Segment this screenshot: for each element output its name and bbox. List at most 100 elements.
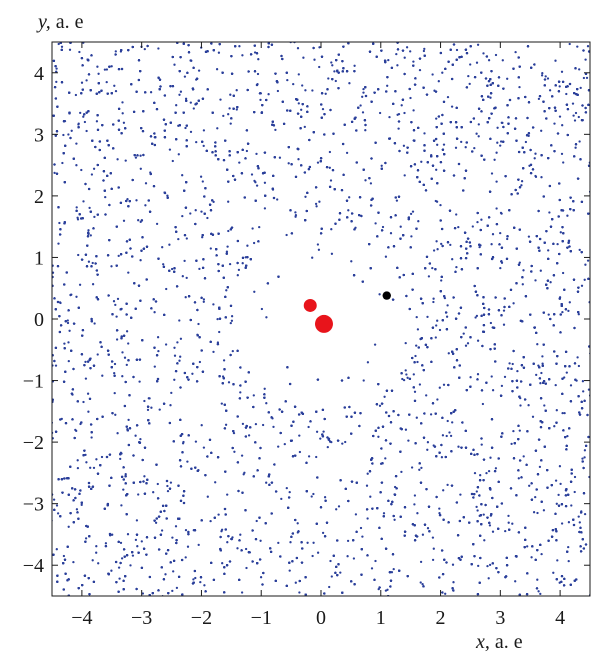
particle [489, 456, 492, 459]
particle [277, 445, 280, 448]
particle [348, 196, 351, 199]
particle [95, 545, 98, 548]
particle [432, 547, 435, 550]
particle [189, 101, 192, 104]
particle [539, 269, 542, 272]
particle [73, 598, 75, 600]
particle [480, 597, 482, 599]
particle [415, 315, 418, 319]
particle [315, 455, 318, 459]
particle [488, 563, 492, 567]
particle [577, 115, 580, 119]
particle [314, 202, 318, 206]
particle [420, 597, 422, 599]
particle [198, 360, 202, 364]
particle [435, 240, 438, 243]
particle [415, 416, 418, 419]
particle [115, 315, 118, 318]
particle [585, 76, 589, 80]
particle [520, 180, 524, 183]
particle [235, 89, 238, 92]
particle [326, 445, 329, 449]
particle [499, 144, 502, 147]
particle [501, 121, 504, 125]
particle [432, 300, 435, 304]
particle [261, 423, 265, 427]
particle [477, 564, 480, 568]
particle [274, 128, 277, 132]
particle [583, 597, 585, 599]
particle [253, 290, 256, 293]
particle [251, 227, 254, 230]
particle [57, 42, 60, 46]
particle [118, 577, 121, 580]
particle [217, 51, 221, 54]
particle [201, 236, 204, 239]
particle [48, 585, 50, 587]
particle [156, 336, 160, 339]
particle [113, 391, 116, 395]
particle [487, 59, 491, 62]
particle [366, 517, 369, 520]
particle [76, 466, 80, 470]
particle [61, 161, 64, 165]
particle [353, 64, 356, 67]
particle [501, 59, 504, 62]
particle [298, 434, 301, 437]
particle [359, 104, 362, 107]
particle [88, 206, 91, 210]
particle [554, 383, 557, 387]
particle [219, 98, 222, 101]
particle [560, 70, 564, 73]
particle [354, 513, 358, 516]
particle [259, 576, 263, 579]
particle [184, 126, 187, 130]
particle [217, 598, 219, 600]
particle [421, 583, 424, 586]
particle [562, 597, 564, 599]
particle [321, 531, 325, 535]
particle [292, 82, 295, 86]
particle [314, 596, 316, 598]
particle [134, 434, 137, 437]
particle [434, 39, 436, 41]
particle [522, 455, 525, 458]
particle [440, 456, 444, 459]
particle [254, 181, 257, 184]
particle [403, 174, 406, 177]
particle [297, 102, 300, 105]
particle [96, 353, 99, 356]
particle [288, 490, 291, 494]
particle [462, 332, 465, 335]
particle [560, 152, 564, 156]
particle [375, 39, 377, 41]
particle [314, 596, 316, 598]
particle [570, 504, 573, 507]
particle [317, 248, 321, 251]
particle [383, 395, 386, 398]
particle [415, 344, 418, 347]
particle [287, 162, 290, 165]
particle [409, 50, 412, 53]
particle [448, 431, 451, 434]
particle [288, 569, 291, 572]
particle [48, 258, 50, 260]
particle [512, 302, 515, 305]
particle [534, 495, 537, 499]
particle [345, 151, 349, 155]
particle [199, 175, 203, 178]
particle [179, 337, 183, 340]
particle [444, 592, 447, 595]
particle [438, 386, 441, 389]
particle [221, 375, 225, 378]
particle [312, 492, 315, 496]
particle [245, 149, 249, 153]
particle [442, 383, 446, 386]
particle [489, 321, 493, 325]
particle [468, 82, 471, 86]
particle [431, 266, 434, 270]
particle [181, 214, 184, 218]
particle [134, 538, 138, 542]
particle [445, 434, 448, 438]
particle [49, 519, 51, 521]
